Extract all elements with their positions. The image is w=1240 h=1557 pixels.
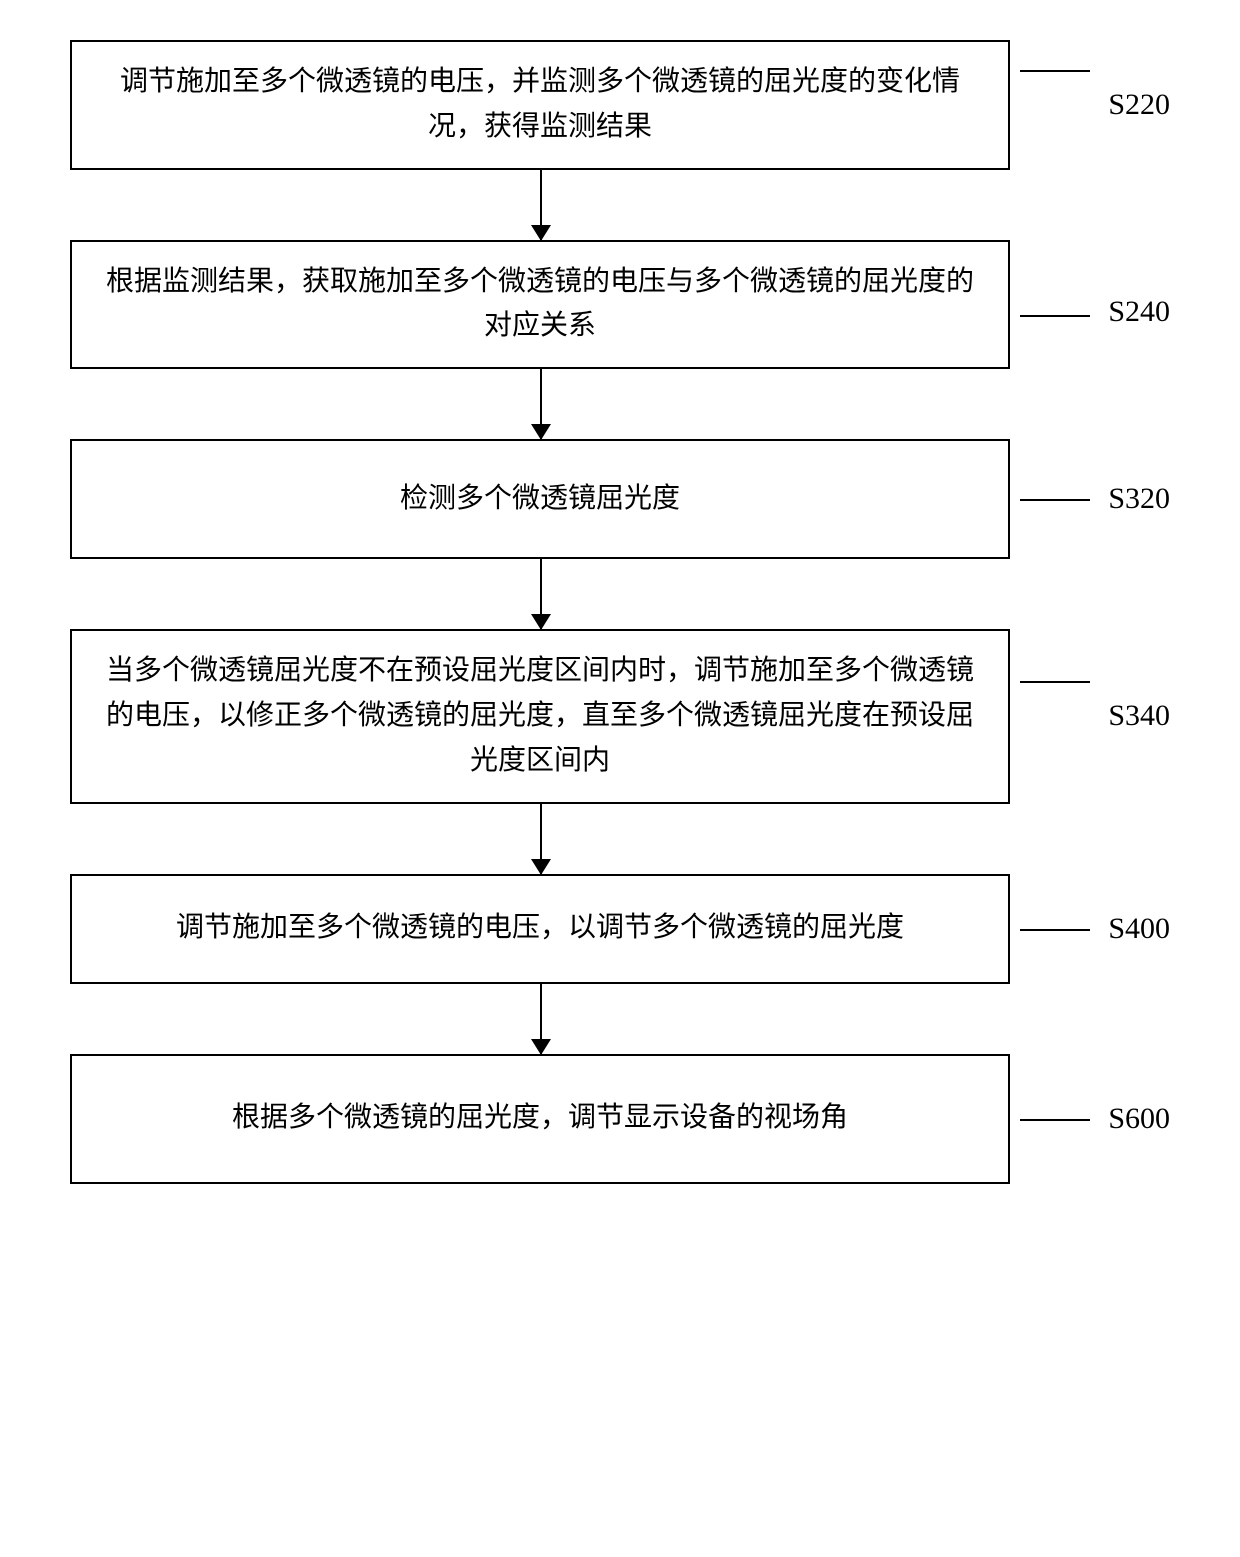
step-box-s320: 检测多个微透镜屈光度 (70, 439, 1010, 559)
step-box-s600: 根据多个微透镜的屈光度，调节显示设备的视场角 (70, 1054, 1010, 1184)
flowchart-container: 调节施加至多个微透镜的电压，并监测多个微透镜的屈光度的变化情况，获得监测结果 S… (30, 40, 1210, 1184)
step-label-s400: S400 (1108, 912, 1170, 946)
connector-wrap (30, 170, 1210, 240)
connector-wrap (30, 369, 1210, 439)
step-row-s320: 检测多个微透镜屈光度 S320 (30, 439, 1210, 559)
step-box-s240: 根据监测结果，获取施加至多个微透镜的电压与多个微透镜的屈光度的对应关系 (70, 240, 1010, 370)
label-connector-line (1020, 499, 1090, 501)
step-box-s220: 调节施加至多个微透镜的电压，并监测多个微透镜的屈光度的变化情况，获得监测结果 (70, 40, 1010, 170)
connector-wrap (30, 804, 1210, 874)
step-row-s220: 调节施加至多个微透镜的电压，并监测多个微透镜的屈光度的变化情况，获得监测结果 S… (30, 40, 1210, 170)
connector-wrap (30, 559, 1210, 629)
step-row-s600: 根据多个微透镜的屈光度，调节显示设备的视场角 S600 (30, 1054, 1210, 1184)
arrow-connector (540, 369, 542, 439)
step-row-s240: 根据监测结果，获取施加至多个微透镜的电压与多个微透镜的屈光度的对应关系 S240 (30, 240, 1210, 370)
step-text: 调节施加至多个微透镜的电压，并监测多个微透镜的屈光度的变化情况，获得监测结果 (96, 60, 984, 150)
step-text: 调节施加至多个微透镜的电压，以调节多个微透镜的屈光度 (176, 906, 904, 951)
step-label-s340: S340 (1108, 699, 1170, 733)
label-connector-line (1020, 1119, 1090, 1121)
arrow-connector (540, 170, 542, 240)
step-label-s240: S240 (1108, 295, 1170, 329)
step-text: 根据监测结果，获取施加至多个微透镜的电压与多个微透镜的屈光度的对应关系 (96, 260, 984, 350)
arrow-connector (540, 804, 542, 874)
label-connector-line (1020, 70, 1090, 72)
label-connector-line (1020, 681, 1090, 683)
arrow-connector (540, 984, 542, 1054)
step-label-s600: S600 (1108, 1102, 1170, 1136)
label-connector-line (1020, 929, 1090, 931)
step-text: 根据多个微透镜的屈光度，调节显示设备的视场角 (232, 1096, 848, 1141)
connector-wrap (30, 984, 1210, 1054)
step-label-s220: S220 (1108, 88, 1170, 122)
step-text: 当多个微透镜屈光度不在预设屈光度区间内时，调节施加至多个微透镜的电压，以修正多个… (96, 649, 984, 783)
step-text: 检测多个微透镜屈光度 (400, 477, 680, 522)
arrow-connector (540, 559, 542, 629)
step-row-s340: 当多个微透镜屈光度不在预设屈光度区间内时，调节施加至多个微透镜的电压，以修正多个… (30, 629, 1210, 803)
label-connector-line (1020, 315, 1090, 317)
step-row-s400: 调节施加至多个微透镜的电压，以调节多个微透镜的屈光度 S400 (30, 874, 1210, 984)
step-box-s340: 当多个微透镜屈光度不在预设屈光度区间内时，调节施加至多个微透镜的电压，以修正多个… (70, 629, 1010, 803)
step-box-s400: 调节施加至多个微透镜的电压，以调节多个微透镜的屈光度 (70, 874, 1010, 984)
step-label-s320: S320 (1108, 482, 1170, 516)
